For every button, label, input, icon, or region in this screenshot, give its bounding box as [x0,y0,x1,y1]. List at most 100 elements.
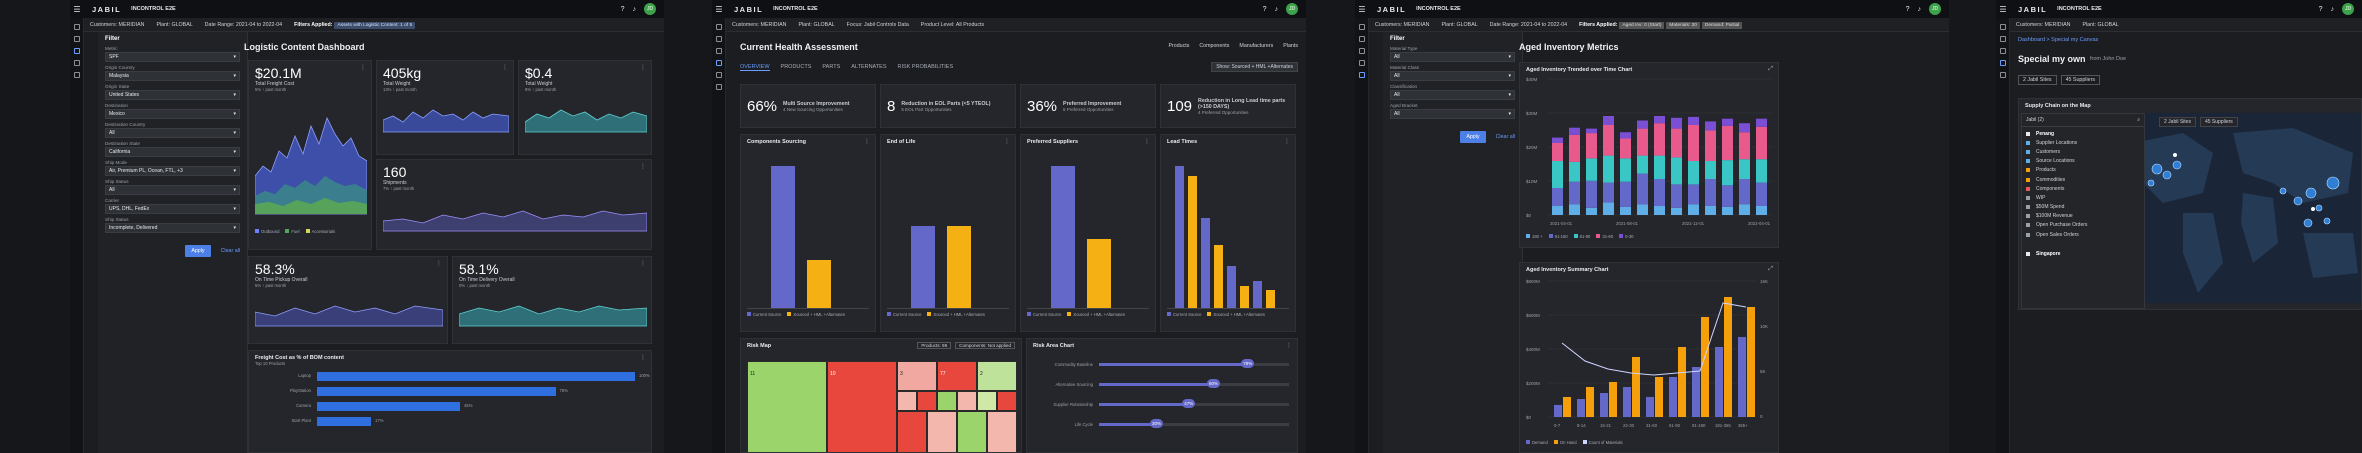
health-bar[interactable] [1214,245,1223,308]
onhand-bar[interactable] [1747,307,1755,417]
chart-icon[interactable] [73,36,80,42]
demand-bar[interactable] [1669,377,1677,417]
breadcrumb[interactable]: Dashboard > Special my Canvas [2018,37,2099,43]
onhand-bar[interactable] [1678,347,1686,417]
trend-bar[interactable] [1620,138,1631,159]
trend-bar[interactable] [1688,116,1699,125]
trend-bar[interactable] [1637,204,1648,215]
trend-bar[interactable] [1722,206,1733,215]
layer-item[interactable]: Open Sales Orders [2022,230,2144,239]
more-icon[interactable]: ⋮ [640,261,646,267]
customers-filter[interactable]: Customers: MERIDIAN [90,21,145,28]
demand-bar[interactable] [1646,397,1654,417]
layer-item[interactable]: WIP [2022,193,2144,202]
trend-bar[interactable] [1620,206,1631,215]
apply-button[interactable]: Apply [185,245,211,257]
health-icon[interactable] [715,60,722,66]
demand-bar[interactable] [1715,347,1723,417]
components-count[interactable]: Components [1199,43,1230,49]
onhand-bar[interactable] [1701,317,1709,417]
avatar[interactable]: JD [1929,3,1941,15]
trend-bar[interactable] [1569,127,1580,135]
trend-bar[interactable] [1671,128,1682,158]
map-suppliers-chip[interactable]: 45 Suppliers [2199,117,2238,127]
tab-parts[interactable]: PARTS [822,64,841,70]
bell-icon[interactable]: ♪ [1274,5,1279,13]
trend-bar[interactable] [1671,207,1682,215]
onhand-bar[interactable] [1609,382,1617,417]
layer-item[interactable]: Commodities [2022,175,2144,184]
trend-bar[interactable] [1569,134,1580,162]
filter-chip[interactable]: Demand: Partial [1701,21,1743,29]
demand-bar[interactable] [1600,393,1608,417]
menu-icon[interactable]: ☰ [715,4,723,14]
more-icon[interactable]: ⋮ [1144,139,1150,145]
trend-bar[interactable] [1671,117,1682,129]
layer-item[interactable]: Singapore [2022,249,2144,258]
box-icon[interactable] [1999,48,2006,54]
date-filter[interactable]: Date Range: 2021-04 to 2022-04 [204,21,283,28]
filter-select[interactable]: UPS, DHL, FedEx ▾ [105,204,240,214]
layer-item[interactable]: Components [2022,184,2144,193]
onhand-bar[interactable] [1655,377,1663,417]
filter-chip[interactable]: Assets with Logistic Content: 1 of 5 [334,21,416,29]
trend-bar[interactable] [1739,179,1750,205]
trend-bar[interactable] [1552,161,1563,188]
trend-bar[interactable] [1739,132,1750,160]
sites-chip[interactable]: 2 Jabil Sites [2018,75,2057,85]
link-icon[interactable] [1999,72,2006,78]
trend-bar[interactable] [1603,125,1614,156]
trend-bar[interactable] [1586,158,1597,181]
trend-bar[interactable] [1637,120,1648,129]
trend-bar[interactable] [1756,159,1767,183]
health-bar[interactable] [1253,281,1262,308]
trend-bar[interactable] [1688,204,1699,215]
risk-bar[interactable] [1099,383,1213,386]
filter-select[interactable]: All ▾ [1390,90,1515,100]
link-icon[interactable] [715,72,722,78]
more-icon[interactable]: ⋮ [640,164,646,170]
health-bar[interactable] [911,225,935,308]
products-count[interactable]: Products [1168,43,1190,49]
show-select[interactable]: Show: Sourced + HML +Alternates [1211,62,1298,72]
filter-select[interactable]: Air, Premium PL, Ocean, FTL, +3 ▾ [105,166,240,176]
manufacturers-count[interactable]: Manufacturers [1239,43,1274,49]
filter-select[interactable]: United States ▾ [105,90,240,100]
plant-filter[interactable]: Plant: GLOBAL [1441,21,1478,28]
customers-filter[interactable]: Customers: MERIDIAN [2016,21,2071,28]
menu-icon[interactable]: ☰ [1999,4,2007,14]
demand-bar[interactable] [1623,387,1631,417]
products-select[interactable]: Products: 98 [917,342,952,349]
trend-bar[interactable] [1620,181,1631,207]
trend-bar[interactable] [1569,204,1580,215]
home-icon[interactable] [1999,24,2006,30]
truck-icon[interactable] [73,48,80,54]
health-bar[interactable] [1266,290,1275,308]
trend-bar[interactable] [1654,116,1665,124]
filter-chip[interactable]: Materials: 30 [1666,21,1700,29]
box-icon[interactable] [1358,48,1365,54]
trend-bar[interactable] [1569,161,1580,182]
avatar[interactable]: JD [644,3,656,15]
link-icon[interactable] [73,72,80,78]
chart-icon[interactable] [1358,36,1365,42]
bom-bar[interactable] [317,387,556,396]
more-icon[interactable]: ⋮ [640,355,646,361]
trend-bar[interactable] [1569,181,1580,205]
help-icon[interactable]: ? [620,5,625,13]
tab-alternates[interactable]: ALTERNATES [851,64,887,70]
focus-filter[interactable]: Focus: Jabil Controls Data [846,21,909,28]
health-bar[interactable] [1175,165,1184,308]
onhand-bar[interactable] [1724,297,1732,417]
more-icon[interactable]: ⋮ [436,261,442,267]
layer-item[interactable]: Supplier Locations [2022,138,2144,147]
customers-filter[interactable]: Customers: MERIDIAN [732,21,787,28]
health-bar[interactable] [1201,218,1210,308]
bom-bar[interactable] [317,402,461,411]
trend-bar[interactable] [1586,133,1597,159]
trend-bar[interactable] [1654,179,1665,206]
trend-bar[interactable] [1722,160,1733,186]
filter-select[interactable]: All ▾ [1390,71,1515,81]
risk-bar[interactable] [1099,423,1156,426]
trend-bar[interactable] [1756,126,1767,160]
